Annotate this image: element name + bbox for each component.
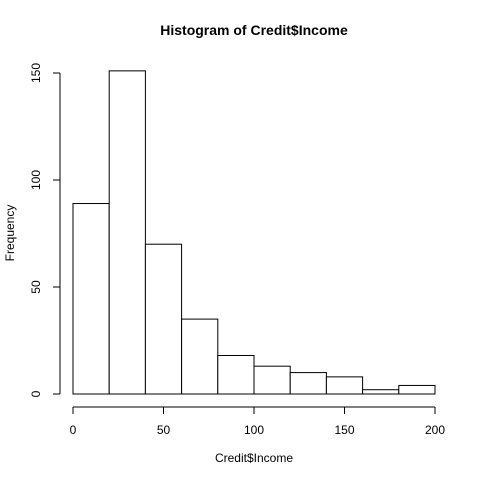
histogram-bar <box>326 377 362 394</box>
y-tick-label: 100 <box>29 170 43 190</box>
y-axis: 0 50 100 150 <box>29 63 60 398</box>
x-axis-label: Credit$Income <box>215 451 293 465</box>
y-tick-label: 150 <box>29 63 43 83</box>
bars-group <box>73 71 435 394</box>
x-tick-label: 0 <box>70 423 77 437</box>
histogram-bar <box>73 204 109 394</box>
histogram-bar <box>145 244 181 394</box>
y-tick-label: 0 <box>29 390 43 397</box>
y-axis-label: Frequency <box>3 205 17 262</box>
y-tick-label: 50 <box>29 280 43 294</box>
histogram-bar <box>254 366 290 394</box>
x-axis: 0 50 100 150 200 <box>70 407 446 437</box>
x-tick-label: 150 <box>334 423 354 437</box>
histogram-bar <box>182 319 218 394</box>
histogram-bar <box>109 71 145 394</box>
x-tick-label: 200 <box>425 423 445 437</box>
x-tick-label: 50 <box>157 423 171 437</box>
histogram-bar <box>218 355 254 394</box>
chart-title: Histogram of Credit$Income <box>160 22 348 38</box>
histogram-bar <box>399 385 435 394</box>
histogram-bar <box>363 390 399 394</box>
histogram-bar <box>290 373 326 394</box>
x-tick-label: 100 <box>244 423 264 437</box>
